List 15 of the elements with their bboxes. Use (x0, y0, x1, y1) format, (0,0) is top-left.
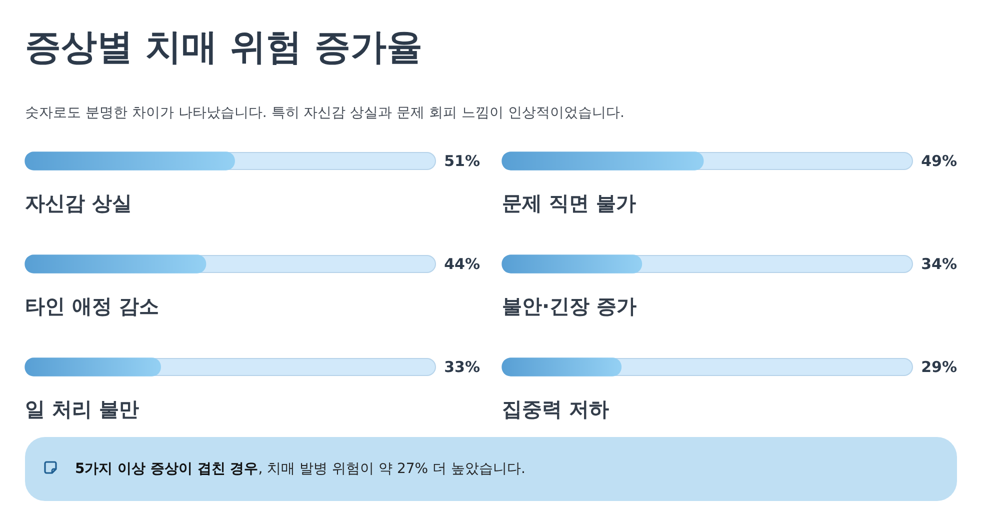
data-label: 51% (444, 152, 480, 170)
chart-subtitle: 숫자로도 분명한 차이가 나타났습니다. 특히 자신감 상실과 문제 회피 느낌이 인상적이었습니다. (25, 104, 624, 123)
y-tick-label: 일 처리 불만 (25, 396, 139, 423)
data-label: 34% (921, 254, 957, 273)
data-label: 49% (921, 152, 957, 170)
data-label: 29% (921, 358, 957, 376)
y-tick-label: 타인 애정 감소 (25, 293, 159, 320)
y-tick-label: 집중력 저하 (502, 396, 609, 423)
y-tick-label: 문제 직면 불가 (502, 190, 636, 217)
data-label: 33% (444, 358, 480, 376)
chart-title: 증상별 치매 위험 증가율 (25, 26, 423, 70)
text: 5가지 이상 증상이 겹친 경우, 치매 발병 위험이 약 27% 더 높았습니다. (75, 460, 526, 479)
y-tick-label: 자신감 상실 (25, 190, 132, 217)
y-tick-label: 불안·긴장 증가 (502, 293, 637, 320)
data-label: 44% (444, 254, 480, 273)
